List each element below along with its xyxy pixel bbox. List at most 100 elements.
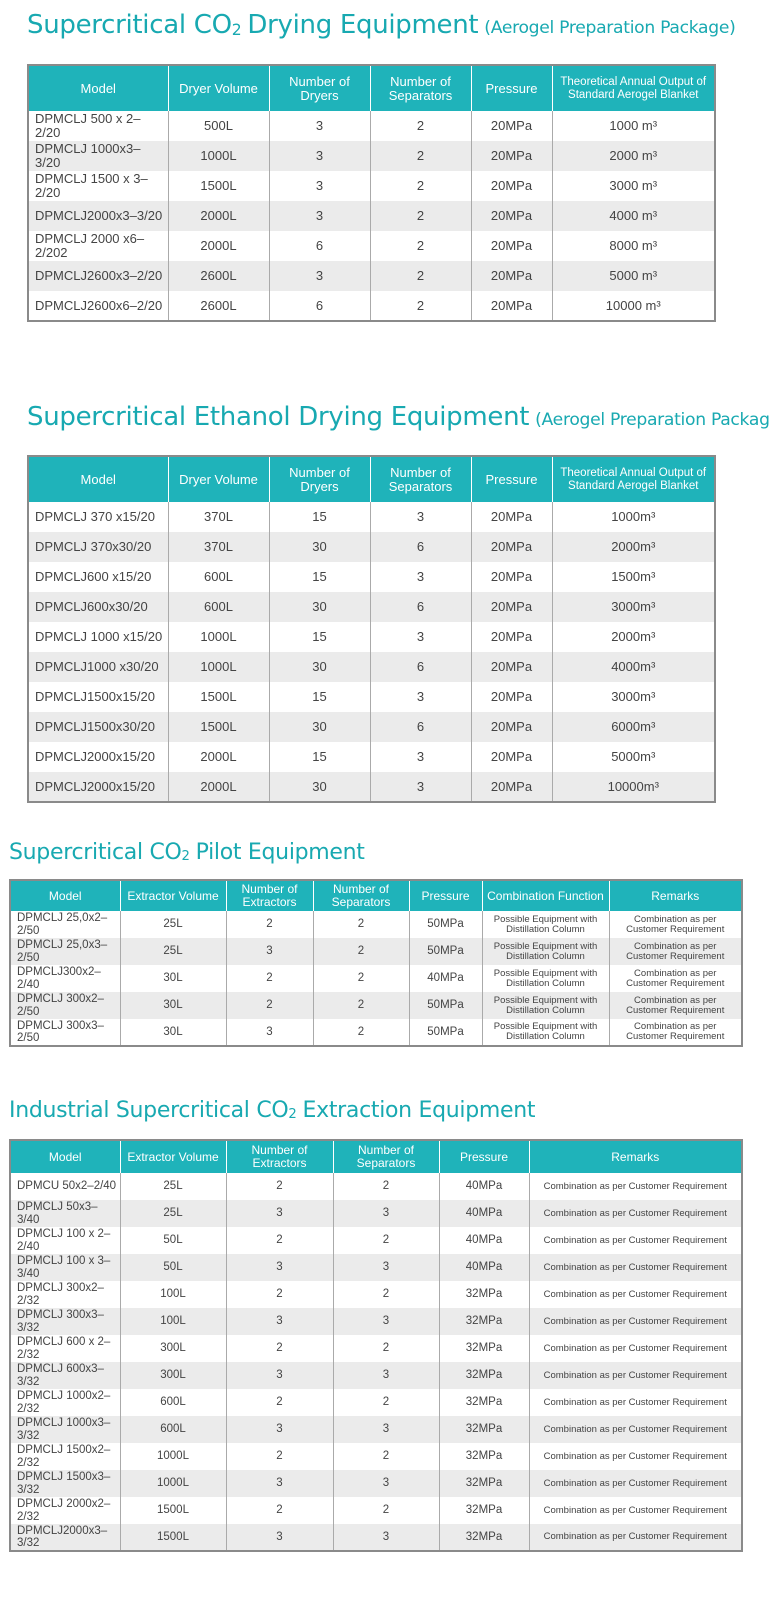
data-cell: 3000 m³ [551, 171, 716, 201]
model-cell: DPMCLJ 300x3–3/32 [9, 1308, 121, 1335]
data-cell: 3 [225, 1308, 334, 1335]
data-cell: 50MPa [408, 1019, 483, 1046]
data-cell: 25L [119, 938, 227, 965]
section-title: Supercritical CO2 Pilot Equipment [9, 840, 365, 865]
data-cell: 15 [268, 742, 371, 772]
data-row: DPMCLJ 600 x 2–2/32 300L 2 2 32MPa Combinatio… [9, 1335, 743, 1362]
data-cell: 32MPa [438, 1389, 530, 1416]
data-cell: 3000m³ [551, 592, 716, 622]
data-cell: 1000L [167, 652, 270, 682]
data-cell: 50L [119, 1227, 227, 1254]
data-cell: 32MPa [438, 1524, 530, 1551]
data-row: DPMCLJ2000x15/20 2000L 30 3 20MPa 10000m³ [27, 772, 716, 802]
data-cell: 2 [225, 911, 314, 938]
data-row: DPMCLJ2600x3–2/20 2600L 3 2 20MPa 5000 m³ [27, 261, 716, 291]
model-cell: DPMCLJ 1500x2–2/32 [9, 1443, 121, 1470]
model-cell: DPMCLJ1000 x30/20 [27, 652, 169, 682]
title-note: (Aerogel Preparation Package) [535, 410, 769, 430]
spec-table: Model Dryer Volume Number of Dryers Number … [27, 64, 716, 322]
data-cell: 15 [268, 622, 371, 652]
title-text: Industrial Supercritical CO [9, 1098, 289, 1123]
data-cell: 32MPa [438, 1470, 530, 1497]
header-cell: Number of Separators [369, 456, 472, 502]
data-cell: 2 [225, 1173, 334, 1200]
data-cell: 2600L [167, 291, 270, 321]
data-cell: 50MPa [408, 992, 483, 1019]
data-row: DPMCLJ 50x3–3/40 25L 3 3 40MPa Combination as… [9, 1200, 743, 1227]
data-cell: Combination as per Customer Requirement [528, 1200, 743, 1227]
data-cell: 3 [369, 772, 472, 802]
data-cell: 1000m³ [551, 502, 716, 532]
data-cell: 600L [167, 562, 270, 592]
header-cell: Number of Extractors [225, 880, 314, 911]
data-cell: 3 [332, 1470, 440, 1497]
model-cell: DPMCLJ 2000 x6–2/202 [27, 231, 169, 261]
header-cell: Extractor Volume [119, 880, 227, 911]
data-cell: 30 [268, 772, 371, 802]
data-cell: 1000L [119, 1470, 227, 1497]
data-cell: 3 [225, 1254, 334, 1281]
data-cell: 3 [369, 682, 472, 712]
data-row: DPMCLJ 370x30/20 370L 30 6 20MPa 2000m³ [27, 532, 716, 562]
data-cell: 3 [332, 1362, 440, 1389]
data-cell: 1500L [119, 1524, 227, 1551]
data-row: DPMCLJ300x2–2/40 30L 2 2 40MPa Possible Equip… [9, 965, 743, 992]
data-cell: 2000L [167, 772, 270, 802]
data-cell: 30 [268, 712, 371, 742]
data-cell: 2 [332, 1335, 440, 1362]
model-cell: DPMCLJ 25,0x2–2/50 [9, 911, 121, 938]
section-title: Industrial Supercritical CO2 Extraction E… [9, 1098, 536, 1123]
data-cell: 6 [268, 231, 371, 261]
data-cell: 32MPa [438, 1362, 530, 1389]
data-cell: 30 [268, 652, 371, 682]
data-row: DPMCLJ 100 x 3–3/40 50L 3 3 40MPa Combination… [9, 1254, 743, 1281]
data-cell: 20MPa [470, 291, 553, 321]
data-cell: 3 [268, 141, 371, 171]
data-cell: Combination as per Customer Requirement [528, 1281, 743, 1308]
data-cell: Combination as per Customer Requirement [528, 1227, 743, 1254]
data-cell: 20MPa [470, 111, 553, 141]
header-cell: Number of Separators [312, 880, 410, 911]
data-cell: 4000 m³ [551, 201, 716, 231]
header-cell: Pressure [470, 65, 553, 111]
data-cell: 300L [119, 1362, 227, 1389]
data-cell: 2 [369, 111, 472, 141]
data-cell: 3 [268, 111, 371, 141]
data-row: DPMCLJ 2000 x6–2/202 2000L 6 2 20MPa 8000 m³ [27, 231, 716, 261]
data-cell: 2 [332, 1497, 440, 1524]
header-cell: Theoretical Annual Output of Standard Ae… [551, 65, 716, 111]
header-row: Model Dryer Volume Number of Dryers Number … [27, 65, 716, 111]
data-cell: 6 [268, 291, 371, 321]
data-cell: 3 [332, 1200, 440, 1227]
data-cell: 2 [332, 1227, 440, 1254]
title-note: (Aerogel Preparation Package) [484, 18, 736, 38]
model-cell: DPMCLJ2600x6–2/20 [27, 291, 169, 321]
data-cell: 2 [225, 965, 314, 992]
spec-table: Model Dryer Volume Number of Dryers Number … [27, 455, 716, 803]
data-row: DPMCLJ 300x2–2/50 30L 2 2 50MPa Possible Equi… [9, 992, 743, 1019]
data-cell: 20MPa [470, 562, 553, 592]
data-cell: 40MPa [438, 1254, 530, 1281]
data-cell: 40MPa [438, 1173, 530, 1200]
data-cell: 30 [268, 592, 371, 622]
data-cell: 3 [332, 1254, 440, 1281]
data-cell: 2000L [167, 201, 270, 231]
data-cell: Combination as per Customer Requirement [528, 1173, 743, 1200]
data-cell: 370L [167, 532, 270, 562]
data-cell: Combination as per Customer Requirement [528, 1497, 743, 1524]
data-cell: 50L [119, 1254, 227, 1281]
header-cell: Remarks [528, 1140, 743, 1173]
model-cell: DPMCLJ2000x15/20 [27, 742, 169, 772]
data-cell: 2 [225, 1281, 334, 1308]
data-cell: 32MPa [438, 1497, 530, 1524]
data-cell: 40MPa [438, 1227, 530, 1254]
data-cell: 25L [119, 911, 227, 938]
data-cell: Combination as per Customer Requirement [608, 938, 743, 965]
data-cell: 2 [225, 1443, 334, 1470]
data-cell: 30L [119, 992, 227, 1019]
spec-table: Model Extractor Volume Number of Extractor… [9, 1139, 743, 1552]
data-cell: 32MPa [438, 1443, 530, 1470]
data-cell: 1500L [167, 171, 270, 201]
data-cell: 2 [332, 1173, 440, 1200]
data-row: DPMCLJ 1500x3–3/32 1000L 3 3 32MPa Combinatio… [9, 1470, 743, 1497]
